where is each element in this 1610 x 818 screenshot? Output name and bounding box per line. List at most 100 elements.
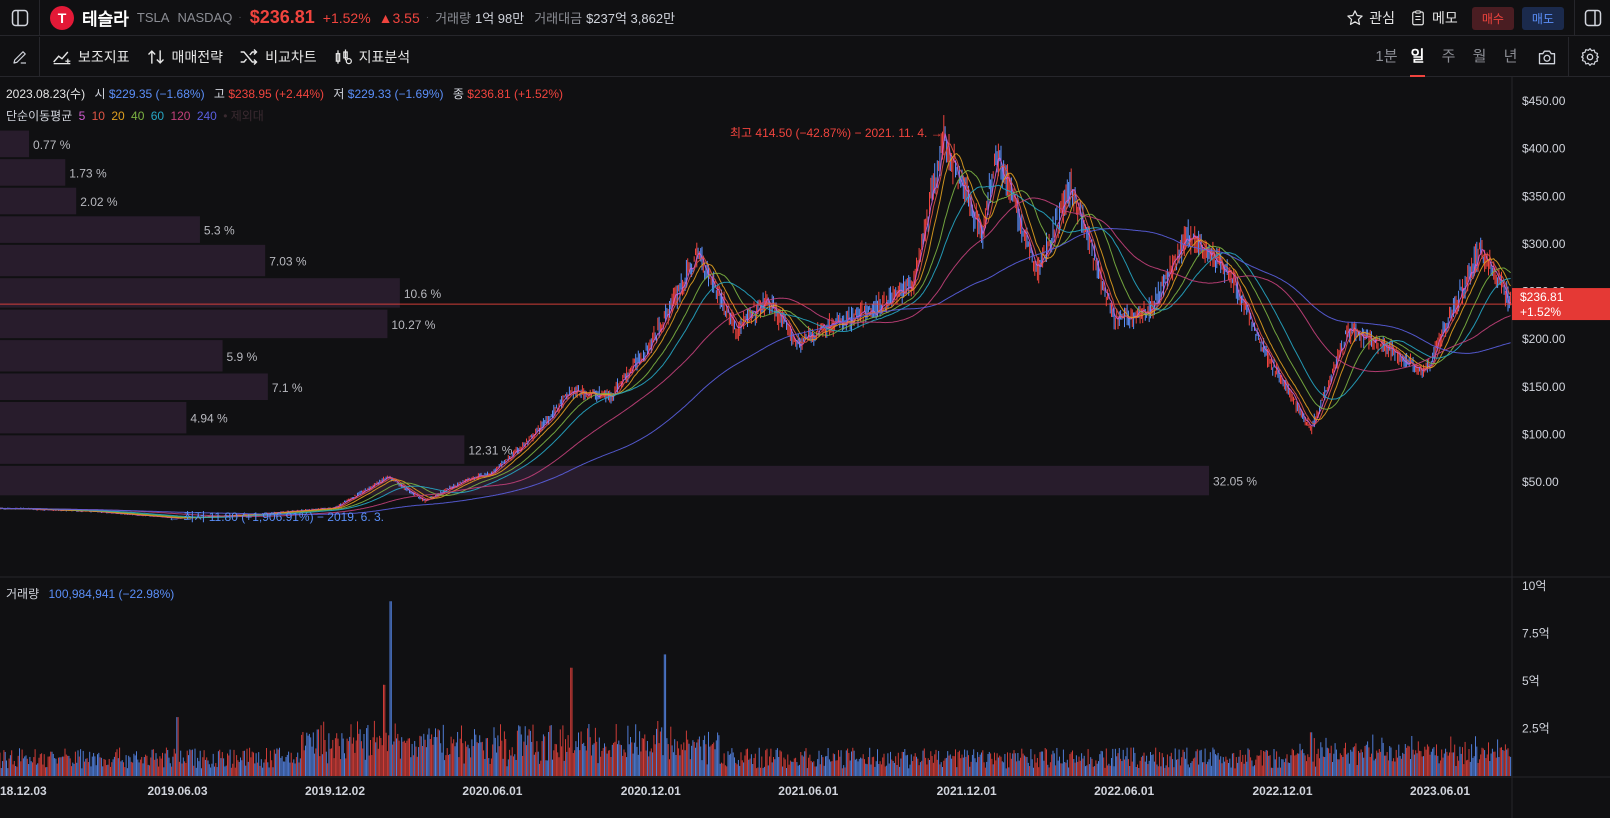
low-annotation: ← 최저 11.80 (+1,906.91%) − 2019. 6. 3.	[168, 510, 384, 524]
price-axis-label: $100.00	[1522, 427, 1566, 441]
panel-icon	[1584, 9, 1601, 27]
volume-axis-label: 5억	[1522, 674, 1540, 688]
compare-label: 비교차트	[265, 48, 317, 65]
settings-button[interactable]	[1568, 37, 1610, 77]
gear-icon	[1580, 48, 1599, 66]
turnover-value: $237억 3,862만	[586, 11, 676, 26]
watchlist-label: 관심	[1369, 10, 1396, 26]
price-chart[interactable]: 0.77 % 1.73 % 2.02 % 5.3 % 7.03 % 10.6 % 10.27…	[0, 77, 1610, 818]
time-axis-label: 2021.06.01	[778, 784, 838, 798]
camera-icon	[1538, 50, 1556, 65]
volume-label: 거래량	[435, 11, 471, 26]
volume-group	[0, 601, 1512, 776]
time-axis-label: 2021.12.01	[937, 784, 997, 798]
close-label: 종	[452, 87, 464, 101]
strategy-label: 매매전략	[171, 48, 224, 65]
compare-button[interactable]: 비교차트	[239, 47, 317, 67]
change-amount: ▲3.55	[378, 9, 420, 26]
indicators-label: 보조지표	[78, 48, 130, 65]
volume-axis-label: 10억	[1522, 579, 1546, 593]
screenshot-button[interactable]	[1526, 37, 1568, 77]
volume-profile-bar	[0, 465, 1209, 496]
right-panel-toggle-button[interactable]	[1574, 0, 1610, 36]
buy-button[interactable]: 매수	[1471, 6, 1514, 30]
high-value: $238.95 (+2.44%)	[228, 87, 325, 101]
price-axis-label: $350.00	[1522, 189, 1566, 203]
ma-period-60: 60	[150, 109, 165, 123]
time-axis-label: 2022.12.01	[1252, 784, 1312, 798]
volume-legend-value: 100,984,941 (−22.98%)	[48, 587, 175, 601]
moving-average-line-120	[0, 197, 1511, 517]
ma-period-120: 120	[170, 109, 191, 123]
time-axis-label: 2022.06.01	[1094, 784, 1154, 798]
volume-profile-label: 5.3 %	[204, 224, 235, 238]
high-label: 고	[213, 87, 225, 101]
volume-profile-label: 7.03 %	[269, 255, 307, 269]
candle-analysis-icon	[335, 49, 352, 64]
open-label: 시	[94, 87, 106, 101]
volume-value: 1억 98만	[474, 11, 525, 26]
star-icon	[1347, 10, 1364, 25]
up-down-arrows-icon	[147, 49, 164, 64]
low-value: $229.33 (−1.69%)	[347, 87, 444, 101]
period-month[interactable]: 월	[1472, 48, 1487, 65]
current-price: $236.81	[249, 7, 315, 27]
period-week[interactable]: 주	[1441, 48, 1456, 65]
volume-profile-bar	[0, 278, 400, 308]
time-axis-label: 2023.06.01	[1410, 784, 1470, 798]
period-1min[interactable]: 1분	[1375, 48, 1398, 65]
watchlist-button[interactable]: 관심	[1346, 8, 1395, 28]
volume-profile-label: 7.1 %	[272, 381, 303, 395]
memo-label: 메모	[1432, 10, 1458, 26]
period-year[interactable]: 년	[1503, 48, 1518, 65]
time-axis-label: 18.12.03	[0, 784, 47, 798]
indicator-chart-icon	[53, 51, 71, 64]
price-axis-label: $450.00	[1522, 94, 1566, 108]
ma-label: 단순이동평균	[6, 109, 73, 123]
volume-profile-bar	[0, 340, 223, 372]
ma-extra: • 제외대	[223, 109, 264, 123]
time-axis-label: 2020.06.01	[462, 784, 522, 798]
sell-button[interactable]: 매도	[1521, 6, 1564, 30]
price-axis-label: $400.00	[1522, 142, 1566, 156]
current-price-tag-price: $236.81	[1520, 290, 1564, 304]
volume-axis-label: 7.5억	[1522, 627, 1550, 641]
volume-profile-label: 12.31 %	[468, 444, 512, 458]
pencil-icon	[12, 50, 26, 64]
ma-period-10: 10	[91, 109, 105, 123]
drawing-tool-button[interactable]	[0, 36, 40, 77]
turnover-label: 거래대금	[534, 11, 583, 26]
price-axis-label: $50.00	[1522, 475, 1559, 489]
strategy-button[interactable]: 매매전략	[146, 47, 224, 67]
period-day[interactable]: 일	[1402, 37, 1433, 77]
analysis-label: 지표분석	[358, 48, 411, 65]
close-value: $236.81 (+1.52%)	[467, 87, 564, 101]
volume-profile-label: 10.6 %	[404, 287, 442, 301]
low-label: 저	[333, 87, 345, 101]
price-axis-label: $150.00	[1522, 380, 1566, 394]
volume-legend: 거래량 100,984,941 (−22.98%)	[6, 585, 174, 602]
change-percent: +1.52%	[322, 9, 371, 26]
current-price-tag	[1512, 288, 1610, 321]
price-axis-label: $200.00	[1522, 332, 1566, 346]
analysis-button[interactable]: 지표분석	[333, 47, 411, 67]
indicators-button[interactable]: 보조지표	[52, 47, 130, 67]
volume-profile-bar	[0, 402, 187, 434]
current-price-tag-percent: +1.52%	[1520, 305, 1561, 319]
ma-period-40: 40	[131, 109, 145, 123]
memo-button[interactable]: 메모	[1409, 8, 1458, 28]
sidebar-toggle-button[interactable]	[0, 0, 40, 36]
volume-profile-bar	[0, 130, 30, 158]
ma-period-240: 240	[196, 109, 217, 123]
volume-axis-label: 2.5억	[1522, 722, 1550, 736]
volume-profile-label: 4.94 %	[190, 412, 228, 426]
moving-average-line-40	[0, 169, 1511, 519]
moving-average-legend[interactable]: 단순이동평균 5 10 20 40 60 120 240 • 제외대	[6, 107, 267, 124]
volume-profile-label: 2.02 %	[80, 195, 118, 209]
time-axis-label: 2019.12.02	[305, 784, 365, 798]
separator-dot: ·	[425, 12, 430, 23]
exchange-name: NASDAQ	[177, 10, 233, 25]
ma-period-5: 5	[78, 109, 86, 123]
volume-profile-bar	[0, 244, 266, 277]
moving-average-line-240	[0, 227, 1511, 515]
